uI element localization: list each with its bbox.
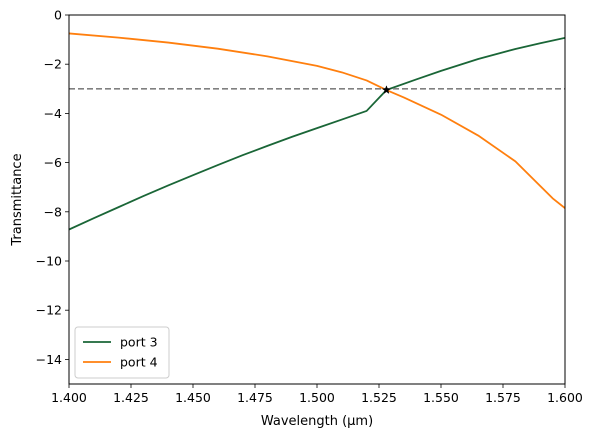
y-tick-label: −10 (36, 254, 62, 269)
x-tick-label: 1.525 (361, 390, 397, 405)
y-tick-label: −2 (44, 57, 62, 72)
x-axis-title: Wavelength (µm) (261, 414, 373, 429)
x-tick-label: 1.450 (175, 390, 211, 405)
series-line-3 (69, 37, 565, 231)
x-tick-label: 1.575 (485, 390, 521, 405)
x-tick-label: 1.425 (113, 390, 149, 405)
legend-label: port 4 (120, 355, 158, 370)
series-line-4 (69, 32, 565, 209)
y-tick-label: −14 (36, 352, 62, 367)
x-tick-label: 1.600 (547, 390, 583, 405)
y-tick-label: −4 (44, 106, 62, 121)
plot-area (69, 15, 565, 384)
x-tick-label: 1.400 (51, 390, 87, 405)
x-tick-label: 1.550 (423, 390, 459, 405)
legend: port 3 port 4 (74, 326, 170, 379)
x-tick-label: 1.500 (299, 390, 335, 405)
y-tick-label: 0 (54, 8, 62, 23)
y-tick-label: −6 (44, 155, 62, 170)
y-tick-label: −12 (36, 303, 62, 318)
y-tick-label: −8 (44, 204, 62, 219)
x-axis: 1.400 1.425 1.450 1.475 1.500 1.525 1.550 1.575… (51, 384, 583, 405)
legend-label: port 3 (120, 335, 158, 350)
legend-box (74, 326, 170, 379)
y-axis-title: Transmittance (10, 153, 25, 246)
crossing-marker (381, 85, 392, 95)
marker-layer (381, 85, 392, 95)
y-axis: 0 −2 −4 −6 −8 −10 −12 −14 (36, 8, 69, 367)
series-layer (69, 32, 565, 231)
x-tick-label: 1.475 (237, 390, 273, 405)
